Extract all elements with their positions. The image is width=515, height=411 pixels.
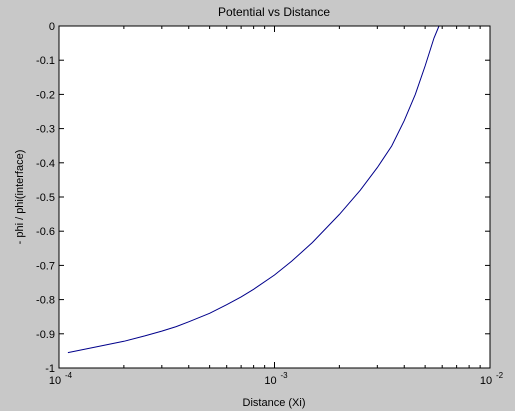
y-tick-label: -0.2 [36,89,55,101]
chart-title: Potential vs Distance [218,5,330,19]
y-tick-label: -0.6 [36,226,55,238]
x-tick-label: 10 [49,375,61,387]
x-tick-label: 10 [264,375,276,387]
x-tick-label: 10 [480,375,492,387]
y-tick-label: -0.1 [36,55,55,67]
plot-area [59,26,490,368]
y-tick-label: -0.9 [36,329,55,341]
y-tick-label: -0.5 [36,192,55,204]
x-tick-label-exponent: -2 [496,371,504,380]
x-tick-label-exponent: -4 [65,371,73,380]
y-tick-label: 0 [49,21,55,33]
y-axis-label: - phi / phi(interface) [14,150,26,245]
y-tick-label: -0.8 [36,295,55,307]
x-axis-label: Distance (Xi) [243,397,306,409]
series-layer [67,25,440,354]
y-tick-label: -0.7 [36,260,55,272]
y-tick-label: -0.4 [36,158,55,170]
y-tick-label: -1 [45,363,55,375]
series-line [67,25,440,354]
tick-layer: 0-0.1-0.2-0.3-0.4-0.5-0.6-0.7-0.8-0.9-11… [36,21,504,387]
y-tick-label: -0.3 [36,124,55,136]
x-tick-label-exponent: -3 [281,371,289,380]
